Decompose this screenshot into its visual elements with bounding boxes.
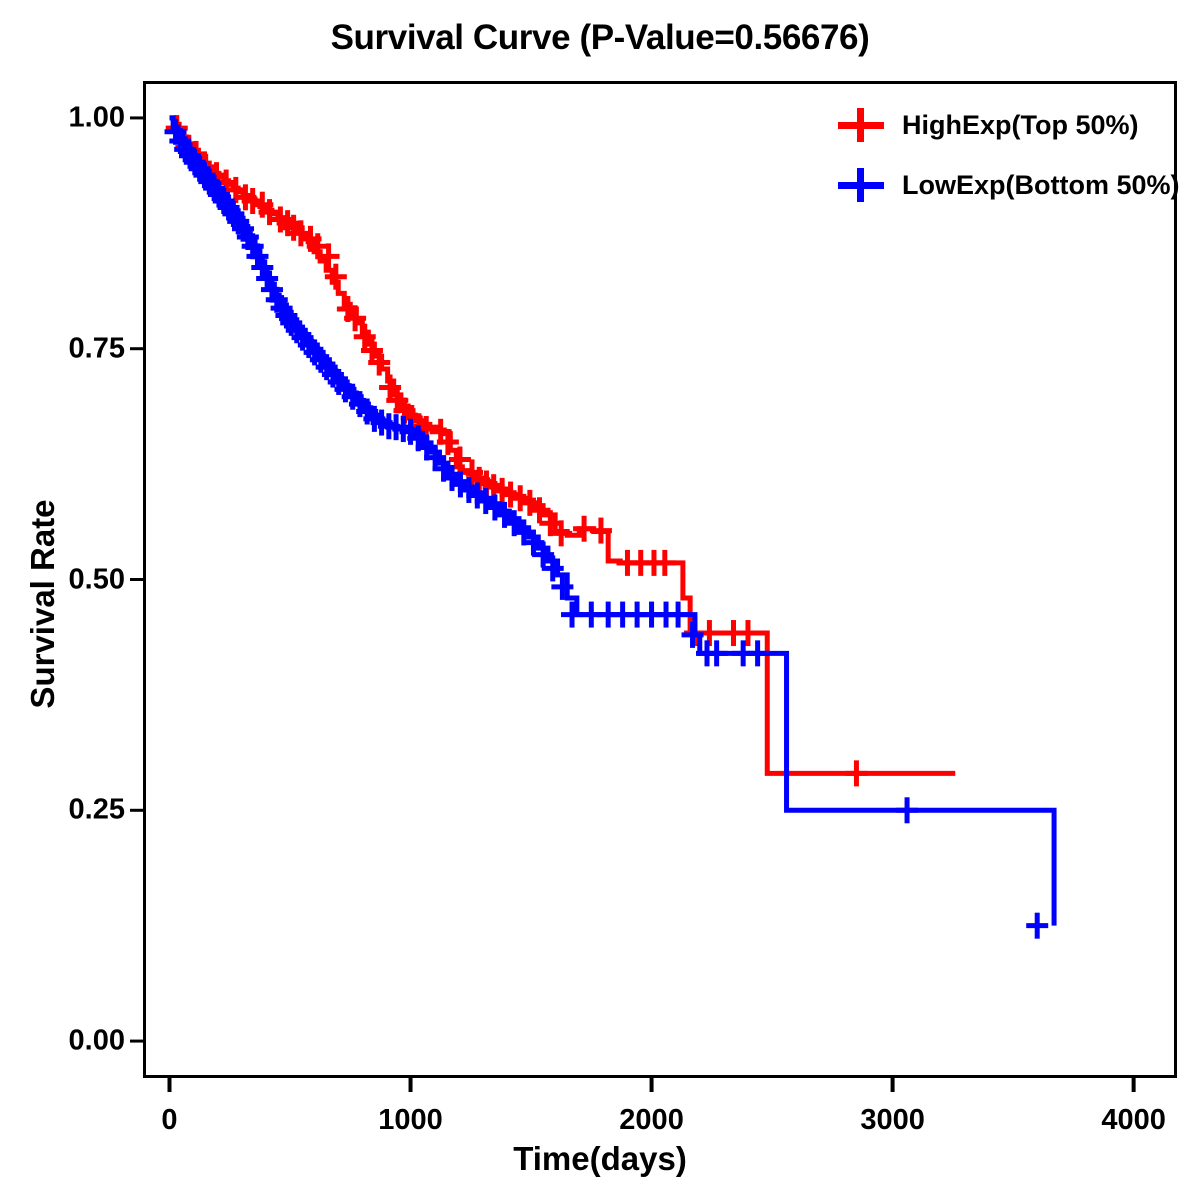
- x-tick-label-4: 4000: [1101, 1104, 1166, 1136]
- censor-marks: [164, 118, 1049, 939]
- chart-legend: HighExp(Top 50%) LowExp(Bottom 50%): [838, 108, 1180, 202]
- legend-item-label: HighExp(Top 50%): [902, 109, 1139, 140]
- page-title: Survival Curve (P-Value=0.56676): [330, 18, 870, 57]
- y-tick-label-3: 0.75: [68, 332, 125, 365]
- series-0: [165, 115, 956, 787]
- censor-marks: [165, 115, 868, 787]
- y-tick-label-2: 0.50: [68, 563, 125, 595]
- y-axis-title: Survival Rate: [24, 499, 61, 709]
- x-axis-title: Time(days): [513, 1140, 687, 1177]
- y-tick-label-1: 0.25: [68, 793, 125, 826]
- legend-item-label: LowExp(Bottom 50%): [902, 169, 1180, 200]
- legend-item-1[interactable]: LowExp(Bottom 50%): [838, 168, 1180, 202]
- legend-item-0[interactable]: HighExp(Top 50%): [838, 108, 1180, 142]
- y-tick-label-4: 1.00: [68, 101, 125, 134]
- plus-marker: [838, 108, 884, 142]
- y-tick-label-0: 0.00: [68, 1024, 125, 1057]
- series-1: [164, 115, 1057, 939]
- plus-marker: [838, 168, 884, 202]
- x-tick-label-0: 0: [161, 1104, 178, 1136]
- axis-ticks: [130, 116, 1136, 1092]
- x-tick-label-3: 3000: [860, 1104, 925, 1136]
- x-tick-label-1: 1000: [378, 1104, 443, 1136]
- x-tick-label-2: 2000: [619, 1104, 684, 1136]
